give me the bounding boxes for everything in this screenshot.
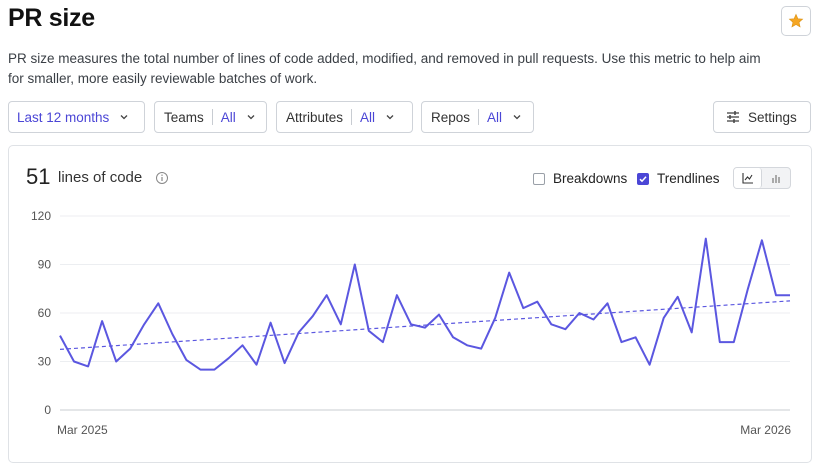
trendlines-checkbox[interactable]: Trendlines [637,171,720,186]
bar-chart-toggle[interactable] [762,168,790,188]
attributes-value: All [360,109,376,125]
repos-value: All [487,109,503,125]
checkbox-checked-icon [637,172,649,185]
settings-button[interactable]: Settings [713,101,811,133]
period-dropdown[interactable]: Last 12 months [8,101,145,133]
period-value: Last 12 months [17,109,110,125]
breakdowns-label: Breakdowns [553,171,628,186]
teams-value: All [220,109,236,125]
attributes-label: Attributes [286,109,344,125]
info-icon[interactable] [155,171,169,185]
chart-card: 51 lines of code Breakdowns Trendlines [8,145,812,463]
chevron-down-icon [119,112,129,122]
page-title: PR size [8,4,95,32]
checkbox-unchecked-icon [533,172,545,185]
teams-label: Teams [164,109,204,125]
line-chart-icon [741,173,753,184]
chart-type-toggle [733,167,791,189]
divider [351,109,353,125]
line-chart-toggle[interactable] [734,168,762,188]
repos-label: Repos [431,109,471,125]
repos-dropdown[interactable]: Repos All [421,101,534,133]
chevron-down-icon [385,112,395,122]
teams-dropdown[interactable]: Teams All [154,101,267,133]
settings-label: Settings [748,109,797,125]
divider [211,109,213,125]
sliders-icon [727,111,739,123]
attributes-dropdown[interactable]: Attributes All [276,101,413,133]
star-icon [788,13,804,28]
favorite-button[interactable] [781,6,811,36]
bar-chart-icon [772,175,780,183]
divider [478,109,480,125]
metric-description: PR size measures the total number of lin… [8,51,761,86]
metric-value: 51 [26,164,51,189]
chevron-down-icon [512,112,522,122]
trendlines-label: Trendlines [657,171,720,186]
chevron-down-icon [246,112,256,122]
metric-unit: lines of code [58,169,143,186]
breakdowns-checkbox[interactable]: Breakdowns [533,171,627,186]
